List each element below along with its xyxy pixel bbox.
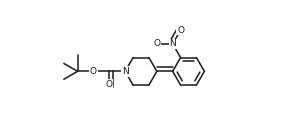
Text: N: N [169, 39, 176, 48]
Text: O: O [153, 39, 160, 48]
Text: O: O [177, 26, 184, 35]
Text: O: O [106, 80, 113, 89]
Text: O: O [90, 67, 97, 76]
Text: N: N [122, 67, 128, 76]
